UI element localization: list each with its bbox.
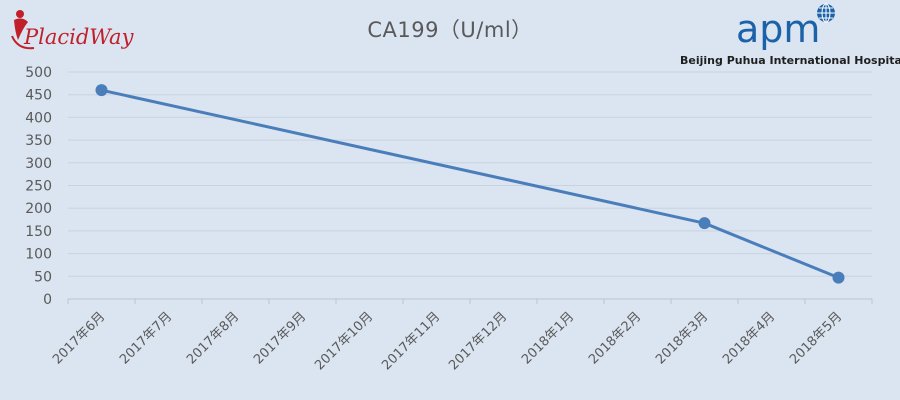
y-tick-label: 250	[25, 179, 52, 195]
x-tick-label: 2017年12月	[446, 309, 510, 373]
x-tick-label: 2017年7月	[117, 309, 175, 367]
y-tick-label: 450	[25, 88, 52, 104]
y-tick-label: 500	[25, 65, 52, 81]
y-tick-label: 150	[25, 224, 52, 240]
placidway-logo: PlacidWay	[8, 6, 136, 54]
series-line	[101, 88, 840, 280]
y-tick-label: 100	[25, 247, 52, 263]
hospital-name: Beijing Puhua International Hospital	[680, 54, 900, 67]
data-point	[95, 84, 108, 97]
y-tick-label: 400	[25, 110, 52, 126]
x-tick-label: 2018年5月	[787, 309, 845, 367]
data-point	[698, 217, 711, 230]
data-point	[832, 271, 845, 284]
apm-wordmark: apm	[736, 7, 820, 51]
x-tick-label: 2018年1月	[519, 309, 577, 367]
globe-icon	[817, 3, 835, 23]
x-tick-label: 2018年2月	[586, 309, 644, 367]
chart-title: CA199（U/ml）	[367, 18, 533, 42]
y-tick-label: 200	[25, 201, 52, 217]
x-tick-label: 2018年4月	[720, 309, 778, 367]
logo-figure-body-icon	[14, 18, 28, 40]
x-tick-label: 2017年8月	[184, 309, 242, 367]
y-tick-label: 50	[34, 269, 52, 285]
y-tick-label: 0	[43, 292, 52, 308]
y-tick-label: 350	[25, 133, 52, 149]
x-tick-label: 2018年3月	[653, 309, 711, 367]
placidway-wordmark: PlacidWay	[23, 25, 135, 49]
x-tick-label: 2017年6月	[50, 309, 108, 367]
y-tick-label: 300	[25, 156, 52, 172]
apm-logo: apm	[730, 2, 895, 68]
x-tick-label: 2017年9月	[251, 309, 309, 367]
logo-figure-head-icon	[16, 10, 24, 18]
x-tick-label: 2017年11月	[379, 309, 443, 373]
x-tick-label: 2017年10月	[312, 309, 376, 373]
